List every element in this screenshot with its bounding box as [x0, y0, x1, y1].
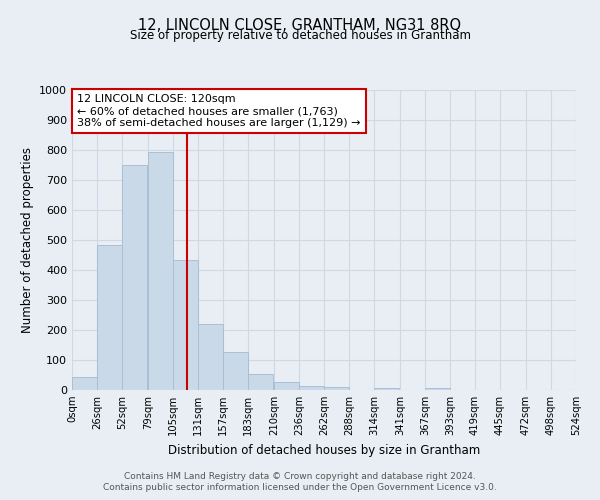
Bar: [199, 324, 223, 390]
X-axis label: Distribution of detached houses by size in Grantham: Distribution of detached houses by size …: [168, 444, 480, 456]
Bar: [173, 260, 197, 390]
Text: Contains public sector information licensed under the Open Government Licence v3: Contains public sector information licen…: [103, 483, 497, 492]
Bar: [223, 352, 248, 390]
Bar: [325, 387, 349, 390]
Bar: [97, 244, 122, 390]
Bar: [274, 382, 299, 390]
Text: 12 LINCOLN CLOSE: 120sqm
← 60% of detached houses are smaller (1,763)
38% of sem: 12 LINCOLN CLOSE: 120sqm ← 60% of detach…: [77, 94, 361, 128]
Bar: [248, 374, 272, 390]
Bar: [122, 165, 146, 390]
Bar: [425, 388, 449, 390]
Text: Contains HM Land Registry data © Crown copyright and database right 2024.: Contains HM Land Registry data © Crown c…: [124, 472, 476, 481]
Text: 12, LINCOLN CLOSE, GRANTHAM, NG31 8RQ: 12, LINCOLN CLOSE, GRANTHAM, NG31 8RQ: [139, 18, 461, 32]
Bar: [148, 152, 173, 390]
Text: Size of property relative to detached houses in Grantham: Size of property relative to detached ho…: [130, 29, 470, 42]
Bar: [299, 386, 323, 390]
Y-axis label: Number of detached properties: Number of detached properties: [20, 147, 34, 333]
Bar: [73, 377, 97, 390]
Bar: [374, 388, 398, 390]
